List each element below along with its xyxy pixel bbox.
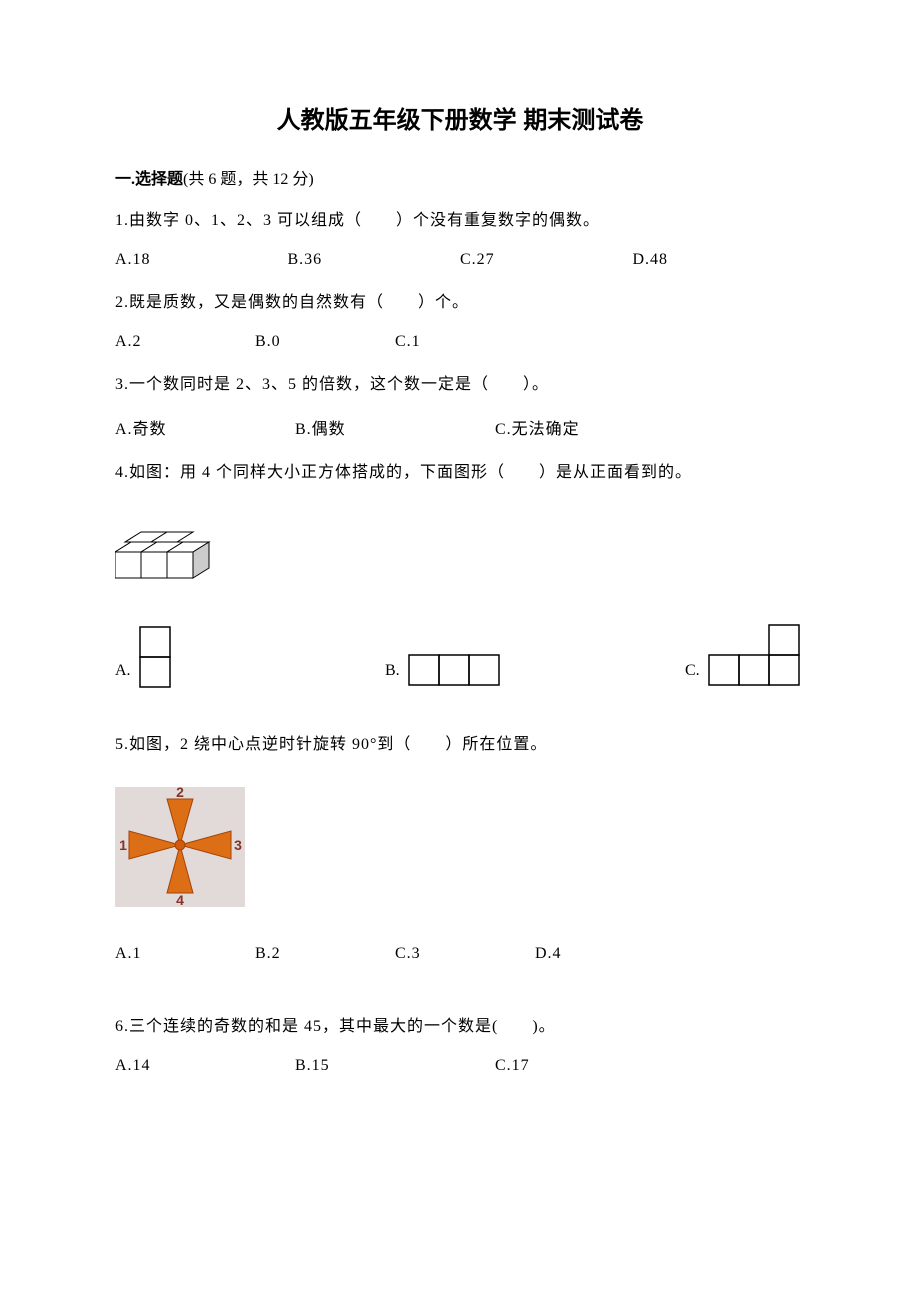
section-header: 一.选择题(共 6 题，共 12 分) [115,165,805,189]
q2-opt-c: C.1 [395,333,535,351]
q6-opt-a: A.14 [115,1057,295,1075]
q4-shape-b-icon [408,654,502,688]
question-2: 2.既是质数，又是偶数的自然数有（ ）个。 [115,291,805,315]
q4-opt-c: C. [685,624,802,688]
page-title: 人教版五年级下册数学 期末测试卷 [115,100,805,135]
q4-options: A. B. C. [115,624,805,688]
q3-opt-b: B.偶数 [295,415,495,439]
q6-opt-c: C.17 [495,1057,530,1075]
q5-opt-c: C.3 [395,945,535,963]
q4-cube-figure [115,530,805,586]
question-1: 1.由数字 0、1、2、3 可以组成（ ）个没有重复数字的偶数。 [115,209,805,233]
q3-opt-a: A.奇数 [115,415,295,439]
question-6: 6.三个连续的奇数的和是 45，其中最大的一个数是( )。 [115,1015,805,1039]
q4-opt-b-label: B. [385,662,400,688]
svg-text:1: 1 [119,837,127,853]
q6-options: A.14 B.15 C.17 [115,1057,805,1075]
q4-opt-c-label: C. [685,662,700,688]
q3-options: A.奇数 B.偶数 C.无法确定 [115,415,805,439]
q3-opt-c: C.无法确定 [495,415,580,439]
question-4: 4.如图：用 4 个同样大小正方体搭成的，下面图形（ ）是从正面看到的。 [115,461,805,485]
question-3: 3.一个数同时是 2、3、5 的倍数，这个数一定是（ ）。 [115,373,805,397]
q1-opt-d: D.48 [633,251,806,269]
q2-opt-b: B.0 [255,333,395,351]
q1-opt-c: C.27 [460,251,633,269]
q5-opt-b: B.2 [255,945,395,963]
svg-text:2: 2 [176,787,184,800]
q5-options: A.1 B.2 C.3 D.4 [115,945,805,963]
q6-opt-b: B.15 [295,1057,495,1075]
cube-3d-icon [115,530,215,586]
section-header-suffix: (共 6 题，共 12 分) [183,171,314,188]
q4-opt-a-label: A. [115,662,131,688]
q4-shape-a-icon [139,626,201,688]
svg-text:4: 4 [176,892,184,907]
svg-text:3: 3 [234,837,242,853]
q1-opt-a: A.18 [115,251,288,269]
q5-opt-a: A.1 [115,945,255,963]
q1-opt-b: B.36 [288,251,461,269]
q5-pinwheel-figure: 2 3 4 1 [115,787,805,907]
q2-opt-a: A.2 [115,333,255,351]
q4-opt-b: B. [385,654,685,688]
q4-opt-a: A. [115,626,385,688]
pinwheel-icon: 2 3 4 1 [115,787,245,907]
q1-options: A.18 B.36 C.27 D.48 [115,251,805,269]
section-header-prefix: 一.选择题 [115,171,183,188]
q4-shape-c-icon [708,624,802,688]
question-5: 5.如图，2 绕中心点逆时针旋转 90°到（ ）所在位置。 [115,733,805,757]
q2-options: A.2 B.0 C.1 [115,333,805,351]
q5-opt-d: D.4 [535,945,675,963]
